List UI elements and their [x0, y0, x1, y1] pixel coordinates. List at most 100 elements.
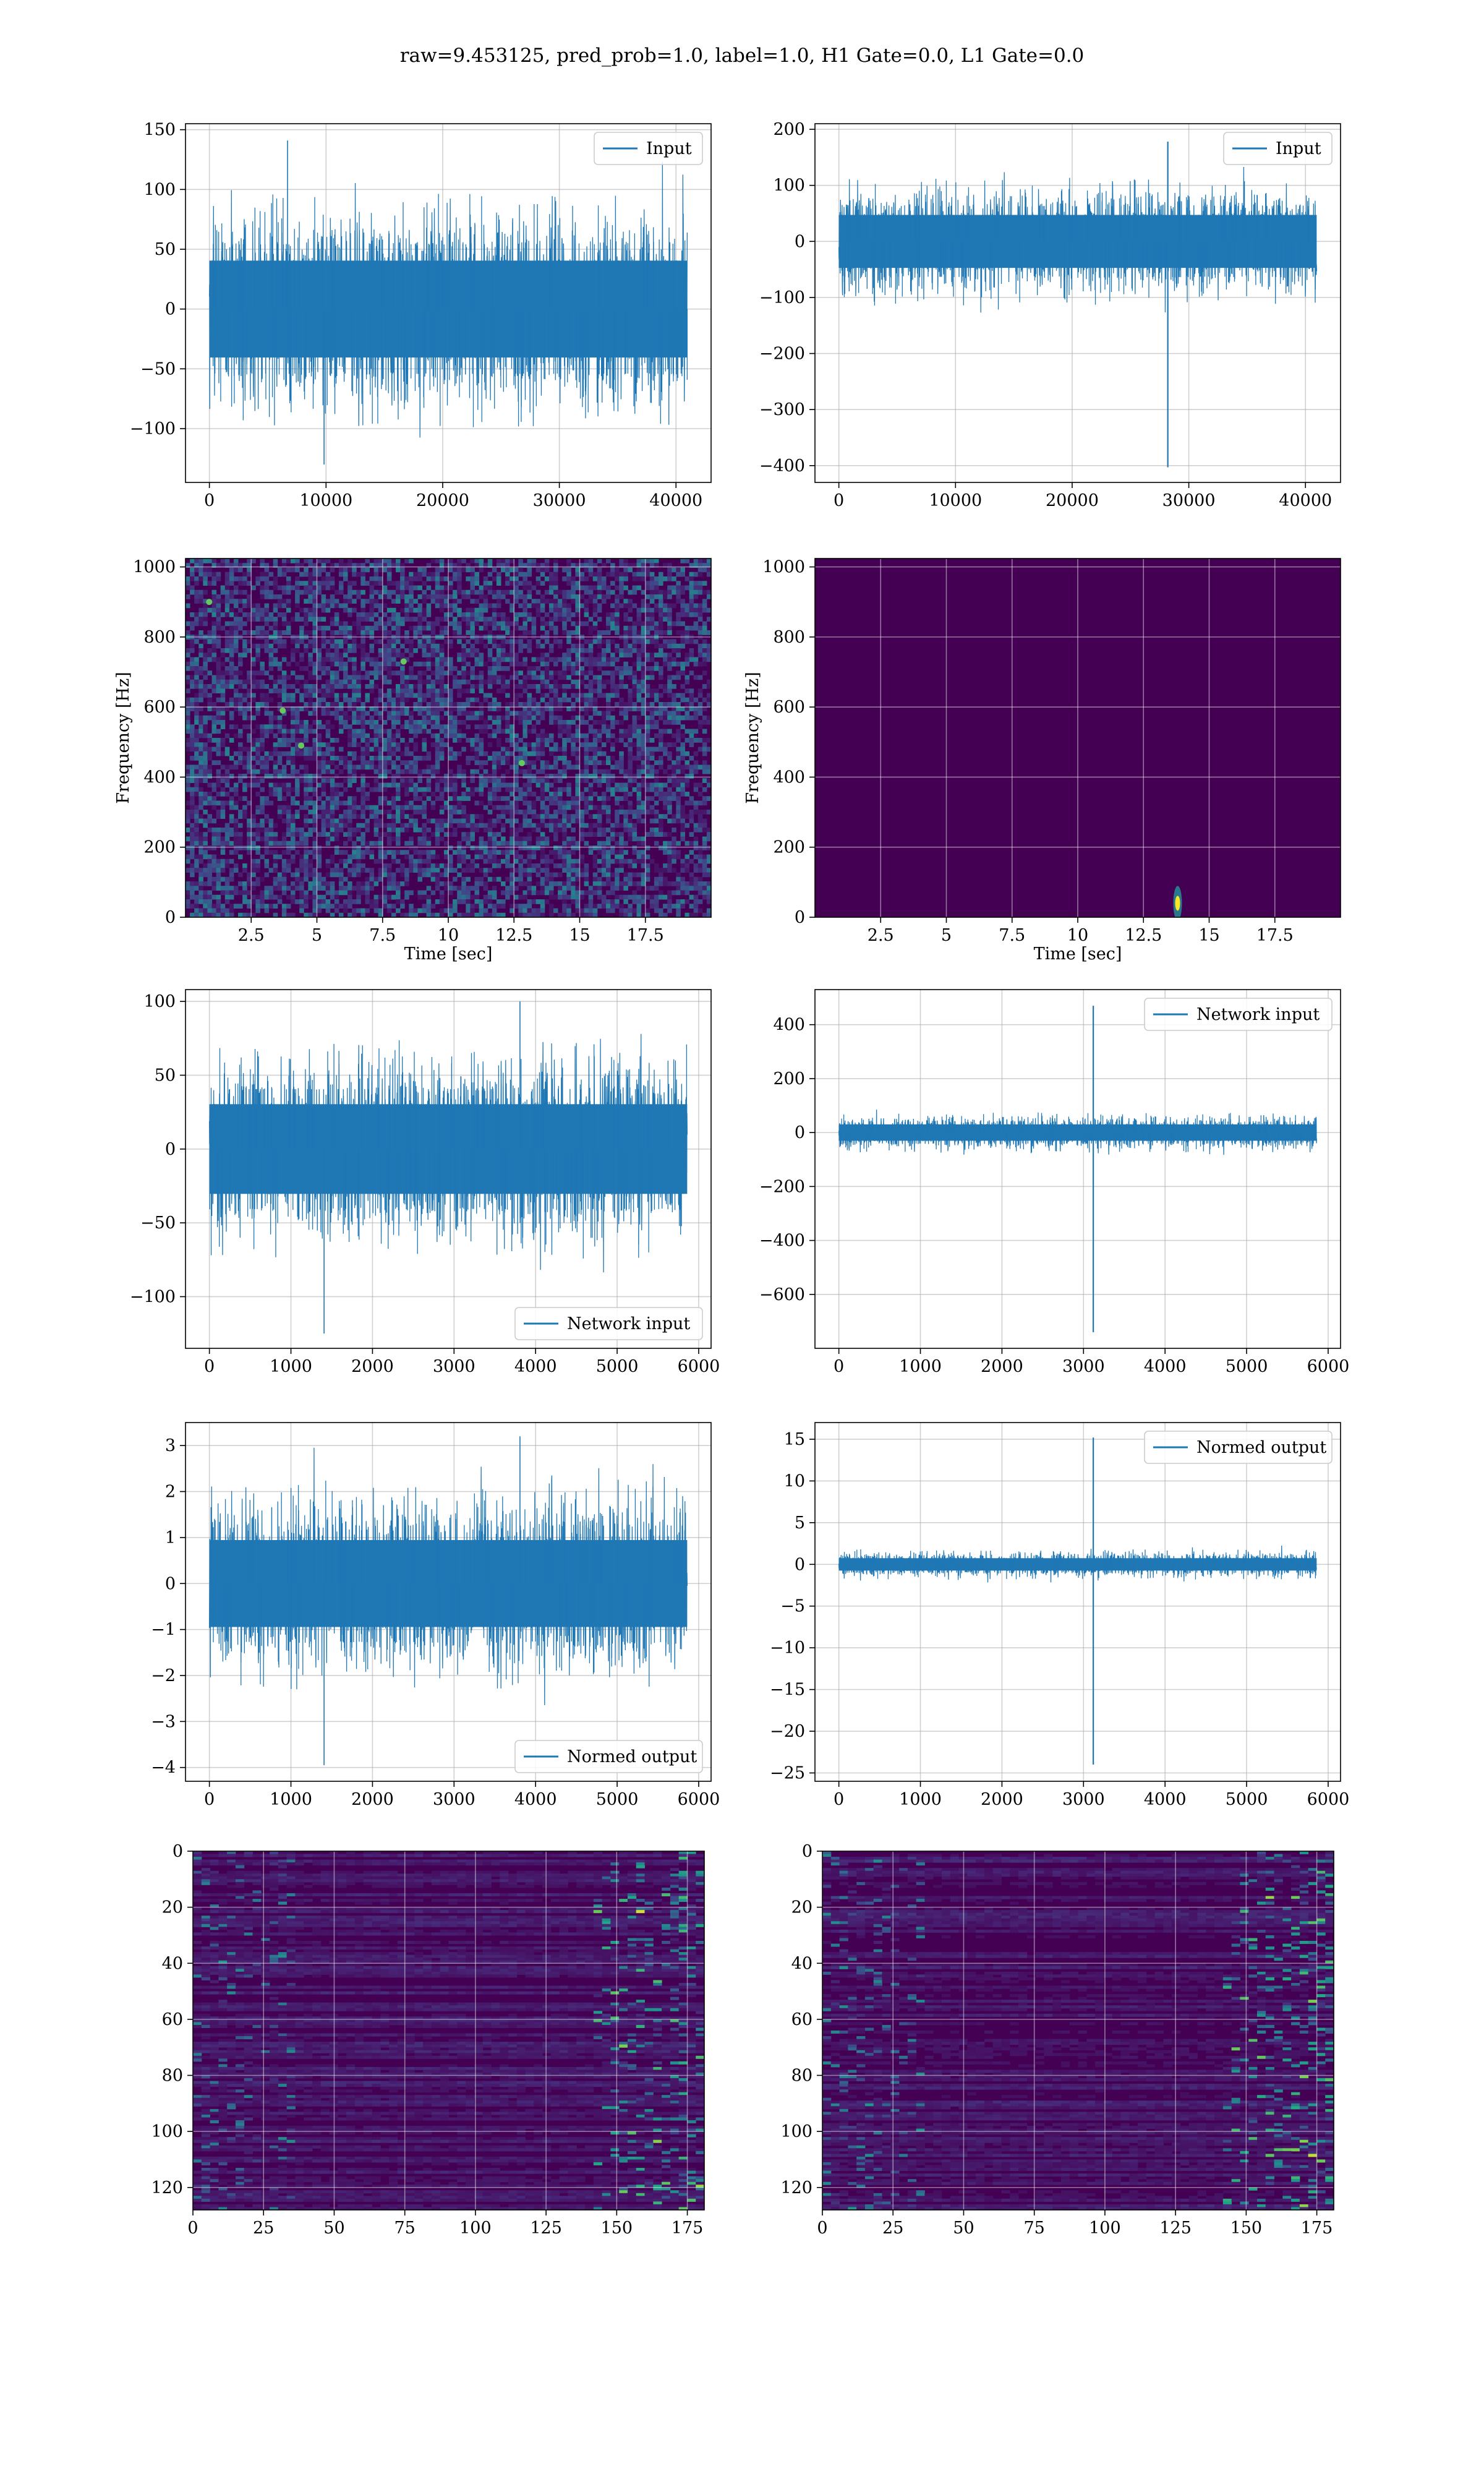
heatmap-cell	[514, 733, 519, 738]
heatmap-cell	[540, 832, 545, 837]
heatmap-cell	[365, 881, 370, 886]
heatmap-cell	[220, 814, 226, 819]
heatmap-cell	[474, 697, 480, 703]
heatmap-cell	[330, 769, 335, 774]
heatmap-cell	[426, 904, 432, 909]
heatmap-cell	[291, 828, 296, 833]
heatmap-cell	[352, 841, 357, 846]
heatmap-cell	[220, 559, 226, 563]
heatmap-cell	[260, 589, 265, 595]
heatmap-cell	[255, 845, 260, 850]
heatmap-cell	[242, 810, 247, 815]
heatmap-cell	[291, 836, 296, 842]
heatmap-cell	[325, 769, 331, 774]
heatmap-cell	[527, 823, 532, 828]
heatmap-cell	[417, 810, 422, 815]
heatmap-cell	[544, 764, 550, 770]
heatmap-cell	[247, 688, 252, 693]
heatmap-cell	[352, 872, 357, 878]
heatmap-cell	[343, 630, 348, 635]
heatmap-cell	[505, 800, 510, 806]
heatmap-cell	[404, 751, 409, 756]
heatmap-cell	[448, 661, 453, 667]
heatmap-cell	[203, 657, 208, 662]
heatmap-cell	[325, 899, 331, 904]
heatmap-cell	[461, 778, 466, 783]
heatmap-cell	[535, 702, 541, 707]
heatmap-cell	[483, 894, 488, 900]
heatmap-cell	[186, 787, 190, 792]
heatmap-cell	[540, 581, 545, 586]
heatmap-cell	[242, 679, 247, 685]
heatmap-cell	[186, 666, 190, 671]
heatmap-cell	[435, 868, 440, 873]
heatmap-cell	[308, 751, 313, 756]
heatmap-cell	[273, 760, 278, 765]
heatmap-cell	[505, 589, 510, 595]
heatmap-cell	[238, 912, 243, 917]
heatmap-cell	[365, 653, 370, 657]
heatmap-cell	[369, 612, 375, 617]
heatmap-cell	[325, 841, 331, 846]
heatmap-cell	[430, 904, 436, 909]
subplot-h1-spectrogram: 2.5 5 7.5 10 12.5 15 17.502004006008001000Time…	[114, 558, 712, 964]
heatmap-cell	[365, 908, 370, 914]
heatmap-cell	[251, 630, 256, 635]
heatmap-cell	[518, 845, 523, 850]
heatmap-cell	[417, 828, 422, 833]
heatmap-cell	[343, 684, 348, 689]
heatmap-cell	[321, 639, 326, 644]
heatmap-cell	[291, 729, 296, 734]
heatmap-cell	[466, 823, 471, 828]
heatmap-cell	[487, 666, 493, 671]
heatmap-cell	[299, 581, 304, 586]
heatmap-cell	[457, 886, 462, 891]
heatmap-cell	[291, 559, 296, 563]
heatmap-cell	[207, 881, 212, 886]
heatmap-cell	[492, 702, 497, 707]
heatmap-cell	[466, 738, 471, 743]
heatmap-cell	[453, 792, 458, 797]
heatmap-cell	[544, 841, 550, 846]
heatmap-cell	[487, 585, 493, 591]
heatmap-cell	[295, 814, 300, 819]
heatmap-cell	[233, 841, 239, 846]
heatmap-cell	[518, 858, 523, 864]
heatmap-cell	[373, 876, 379, 882]
heatmap-cell	[501, 756, 506, 761]
heatmap-cell	[220, 800, 226, 806]
heatmap-cell	[365, 711, 370, 716]
heatmap-cell	[281, 810, 287, 815]
heatmap-cell	[268, 711, 274, 716]
heatmap-cell	[548, 792, 554, 797]
heatmap-cell	[466, 796, 471, 801]
heatmap-cell	[479, 670, 484, 675]
heatmap-cell	[186, 890, 190, 896]
heatmap-cell	[396, 670, 401, 675]
heatmap-cell	[404, 868, 409, 873]
heatmap-cell	[338, 868, 344, 873]
heatmap-cell	[273, 684, 278, 689]
heatmap-cell	[453, 774, 458, 779]
heatmap-cell	[466, 576, 471, 581]
heatmap-cell	[527, 904, 532, 909]
heatmap-cell	[291, 796, 296, 801]
heatmap-cell	[474, 617, 480, 622]
heatmap-cell	[348, 894, 352, 900]
heatmap-cell	[295, 742, 300, 747]
heatmap-cell	[317, 764, 322, 770]
heatmap-cell	[247, 715, 252, 721]
heatmap-cell	[238, 742, 243, 747]
heatmap-cell	[518, 643, 523, 649]
heatmap-cell	[348, 706, 352, 711]
heatmap-cell	[325, 800, 331, 806]
heatmap-cell	[343, 693, 348, 698]
heatmap-cell	[325, 607, 331, 613]
heatmap-cell	[198, 688, 203, 693]
heatmap-cell	[466, 697, 471, 703]
heatmap-cell	[514, 904, 519, 909]
heatmap-cell	[198, 630, 203, 635]
heatmap-cell	[522, 836, 527, 842]
heatmap-cell	[295, 876, 300, 882]
heatmap-cell	[439, 675, 445, 680]
